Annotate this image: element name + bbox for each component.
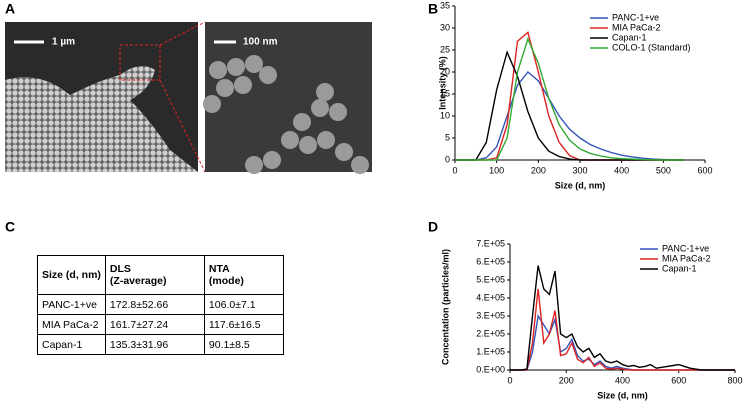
legend-label: Capan-1 bbox=[662, 263, 697, 273]
y-tick-label: 25 bbox=[440, 44, 450, 54]
header-text: Size (d, nm) bbox=[42, 269, 101, 281]
x-tick-label: 200 bbox=[559, 375, 574, 385]
series-line bbox=[455, 50, 685, 161]
y-tick-label: 20 bbox=[440, 66, 450, 76]
beads bbox=[203, 55, 369, 174]
y-tick-label: 1.E+05 bbox=[476, 346, 505, 356]
panel-label: A bbox=[5, 1, 15, 17]
legend-label: PANC-1+ve bbox=[612, 12, 659, 22]
series-line bbox=[510, 265, 735, 371]
y-tick-label: 6.E+05 bbox=[476, 256, 505, 266]
cell: 90.1±8.5 bbox=[203, 334, 284, 355]
results-table: Size (d, nm) DLS (Z-average) NTA (mode) PA… bbox=[37, 255, 284, 355]
y-tick-label: 7.E+05 bbox=[476, 238, 505, 248]
series-line bbox=[510, 288, 735, 371]
panel-label: C bbox=[5, 219, 15, 235]
header-text: DLS bbox=[109, 263, 131, 275]
y-tick-label: 5.E+05 bbox=[476, 274, 505, 284]
scale-label: 1 µm bbox=[52, 37, 75, 48]
zoom-line bbox=[159, 79, 206, 173]
x-tick-label: 100 bbox=[489, 165, 504, 175]
series-line bbox=[455, 70, 685, 161]
header-cell: DLS (Z-average) bbox=[104, 255, 205, 295]
y-tick-label: 3.E+05 bbox=[476, 310, 505, 320]
x-tick-label: 200 bbox=[531, 165, 546, 175]
y-tick-label: 10 bbox=[440, 110, 450, 120]
y-axis-label: Intensity (%) bbox=[437, 56, 447, 110]
scale-label: 100 nm bbox=[243, 37, 278, 48]
header-cell: Size (d, nm) bbox=[37, 255, 106, 295]
header-text: (Z-average) bbox=[109, 275, 167, 287]
y-tick-label: 0.E+00 bbox=[476, 364, 505, 374]
cell: 106.0±7.1 bbox=[203, 294, 284, 315]
cell: Capan-1 bbox=[37, 334, 106, 355]
x-tick-label: 0 bbox=[452, 165, 457, 175]
cell: PANC-1+ve bbox=[37, 294, 106, 315]
panel-label: B bbox=[428, 1, 438, 17]
y-axis-label: Concentation (particles/ml) bbox=[440, 249, 450, 365]
zoom-box bbox=[119, 44, 161, 81]
panel-label: D bbox=[428, 219, 438, 235]
x-axis-label: Size (d, nm) bbox=[597, 390, 648, 400]
header-text: NTA bbox=[208, 263, 230, 275]
y-tick-label: 2.E+05 bbox=[476, 328, 505, 338]
legend-label: Capan-1 bbox=[612, 32, 647, 42]
y-tick-label: 35 bbox=[440, 0, 450, 10]
legend-label: MIA PaCa-2 bbox=[612, 22, 661, 32]
cell: MIA PaCa-2 bbox=[37, 314, 106, 335]
header-text: (mode) bbox=[208, 275, 244, 287]
y-tick-label: 5 bbox=[445, 132, 450, 142]
cell: 135.3±31.96 bbox=[104, 334, 205, 355]
header-cell: NTA (mode) bbox=[203, 255, 284, 295]
cell: 117.6±16.5 bbox=[203, 314, 284, 335]
y-tick-label: 0 bbox=[445, 154, 450, 164]
y-tick-label: 15 bbox=[440, 88, 450, 98]
legend-label: PANC-1+ve bbox=[662, 243, 709, 253]
x-tick-label: 500 bbox=[656, 165, 671, 175]
x-tick-label: 600 bbox=[671, 375, 686, 385]
x-tick-label: 0 bbox=[507, 375, 512, 385]
x-axis-label: Size (d, nm) bbox=[555, 180, 606, 190]
x-tick-label: 400 bbox=[615, 375, 630, 385]
cell: 161.7±27.24 bbox=[104, 314, 205, 335]
bead-cluster bbox=[5, 66, 198, 172]
cell: 172.8±52.66 bbox=[104, 294, 205, 315]
x-tick-label: 800 bbox=[727, 375, 742, 385]
y-tick-label: 4.E+05 bbox=[476, 292, 505, 302]
zoom-line bbox=[159, 21, 206, 46]
legend-label: MIA PaCa-2 bbox=[662, 253, 711, 263]
legend-label: COLO-1 (Standard) bbox=[612, 42, 691, 52]
y-tick-label: 30 bbox=[440, 22, 450, 32]
x-tick-label: 600 bbox=[697, 165, 712, 175]
x-tick-label: 300 bbox=[572, 165, 587, 175]
x-tick-label: 400 bbox=[614, 165, 629, 175]
series-line bbox=[455, 36, 685, 161]
